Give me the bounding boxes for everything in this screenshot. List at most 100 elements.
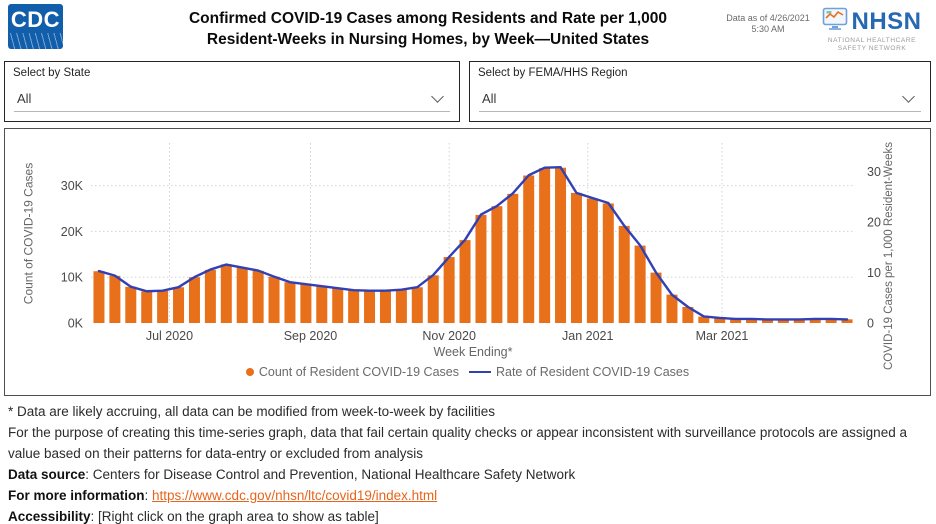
case-count-bar[interactable] [523, 175, 535, 323]
legend-item-count[interactable]: Count of Resident COVID-19 Cases [245, 365, 459, 379]
more-info-label: For more information [8, 488, 145, 503]
nhsn-logo[interactable]: NHSN NATIONAL HEALTHCARE SAFETY NETWORK [814, 7, 930, 53]
case-count-bar[interactable] [268, 276, 280, 323]
case-count-bar[interactable] [555, 167, 567, 323]
x-axis-tick-label: Sep 2020 [284, 329, 338, 343]
more-info-separator: : [144, 488, 153, 503]
x-axis-tick-label: Mar 2021 [696, 329, 749, 343]
case-count-bar[interactable] [411, 287, 423, 323]
region-filter-label: Select by FEMA/HHS Region [478, 67, 628, 79]
case-count-bar[interactable] [364, 290, 376, 323]
right-axis-tick-label: 10 [867, 266, 881, 280]
nhsn-subtext-line1: NATIONAL HEALTHCARE [827, 37, 917, 44]
page-title-line2: Resident-Weeks in Nursing Homes, by Week… [206, 31, 650, 48]
case-count-bar[interactable] [730, 318, 742, 323]
page-title: Confirmed COVID-19 Cases among Residents… [120, 8, 736, 50]
data-as-of: Data as of 4/26/2021 5:30 AM [722, 13, 814, 35]
case-count-bar[interactable] [188, 277, 200, 323]
case-count-bar[interactable] [698, 316, 710, 323]
case-count-bar[interactable] [443, 257, 455, 323]
case-count-bar[interactable] [316, 286, 328, 323]
case-count-bar[interactable] [109, 275, 121, 323]
case-count-bar[interactable] [777, 319, 789, 323]
legend-label-count: Count of Resident COVID-19 Cases [258, 365, 459, 379]
case-count-bar[interactable] [650, 272, 662, 323]
legend-item-rate[interactable]: Rate of Resident COVID-19 Cases [468, 365, 690, 379]
page-title-line1: Confirmed COVID-19 Cases among Residents… [188, 10, 668, 27]
cdc-logo[interactable]: CDC [8, 4, 63, 49]
covid-combo-chart-panel[interactable]: 0K 10K 20K 30K 0 10 20 30 Jul 2020 Sep 2020 Nov 20… [4, 128, 931, 396]
case-count-bar[interactable] [491, 206, 503, 323]
chevron-down-icon[interactable] [431, 90, 444, 103]
rate-line[interactable] [97, 166, 849, 321]
x-axis-tick-label: Jan 2021 [562, 329, 613, 343]
right-axis-tick-label: 0 [867, 317, 874, 331]
case-count-bar[interactable] [793, 319, 805, 323]
x-axis-title: Week Ending* [433, 345, 513, 359]
nhsn-subtext: NATIONAL HEALTHCARE SAFETY NETWORK [814, 37, 930, 53]
data-as-of-date: Data as of 4/26/2021 [726, 13, 810, 23]
nhsn-monitor-icon [822, 7, 848, 36]
data-source-label: Data source [8, 467, 86, 482]
state-filter-panel: Select by State All [4, 61, 460, 122]
case-count-bar[interactable] [300, 284, 312, 323]
left-axis-tick-label: 0K [68, 317, 84, 331]
case-count-bar[interactable] [236, 267, 248, 323]
more-info-note: For more information: https://www.cdc.go… [8, 485, 924, 506]
chevron-down-icon[interactable] [902, 90, 915, 103]
case-count-bar[interactable] [570, 192, 582, 323]
case-count-bar[interactable] [379, 290, 391, 323]
rate-series-swatch-icon [468, 371, 491, 373]
accessibility-label: Accessibility [8, 509, 91, 524]
case-count-bar[interactable] [220, 264, 232, 323]
right-axis-title: COVID-19 Cases per 1,000 Resident-Weeks [883, 142, 895, 370]
case-count-bar[interactable] [586, 198, 598, 323]
right-axis-tick-label: 20 [867, 216, 881, 230]
case-count-bar[interactable] [173, 287, 185, 323]
case-count-bar[interactable] [809, 318, 821, 323]
region-filter-value: All [482, 91, 497, 106]
case-count-bar[interactable] [427, 275, 439, 323]
accrual-note: * Data are likely accruing, all data can… [8, 404, 495, 419]
case-count-bar[interactable] [682, 306, 694, 323]
case-count-bar[interactable] [348, 290, 360, 323]
covid-combo-chart[interactable]: 0K 10K 20K 30K 0 10 20 30 Jul 2020 Sep 2020 Nov 20… [5, 129, 930, 395]
case-count-bar[interactable] [539, 168, 551, 323]
legend-label-rate: Rate of Resident COVID-19 Cases [495, 365, 690, 379]
case-count-bar[interactable] [459, 240, 471, 323]
case-count-bar[interactable] [761, 319, 773, 323]
case-count-bar[interactable] [618, 225, 630, 323]
case-count-bar[interactable] [825, 318, 837, 323]
nhsn-wordmark: NHSN [851, 7, 922, 35]
left-axis-tick-label: 20K [61, 225, 84, 239]
case-count-bar[interactable] [395, 289, 407, 323]
case-count-bar[interactable] [666, 294, 678, 323]
case-count-bar[interactable] [475, 214, 487, 323]
case-count-bar[interactable] [841, 319, 853, 323]
cdc-logo-text: CDC [10, 7, 61, 32]
nhsn-subtext-line2: SAFETY NETWORK [837, 45, 907, 52]
case-count-bar[interactable] [93, 271, 105, 323]
case-count-bar[interactable] [602, 203, 614, 323]
case-count-bar[interactable] [204, 269, 216, 323]
data-source-text: : Centers for Disease Control and Preven… [85, 467, 576, 482]
more-info-link[interactable]: https://www.cdc.gov/nhsn/ltc/covid19/ind… [152, 488, 438, 503]
case-count-bar[interactable] [284, 282, 296, 323]
quality-note: For the purpose of creating this time-se… [8, 425, 907, 461]
left-axis-tick-label: 30K [61, 179, 84, 193]
case-count-bar[interactable] [507, 193, 519, 323]
region-filter-dropdown[interactable]: All [479, 86, 921, 112]
case-count-bar[interactable] [252, 270, 264, 323]
data-as-of-time: 5:30 AM [751, 24, 785, 34]
cdc-logo-rays [8, 33, 63, 49]
case-count-bar[interactable] [141, 291, 153, 323]
case-count-bar[interactable] [332, 288, 344, 323]
case-count-bar[interactable] [125, 286, 137, 323]
case-count-bar[interactable] [714, 317, 726, 323]
case-count-bar[interactable] [746, 318, 758, 323]
case-count-bar[interactable] [634, 245, 646, 323]
case-count-bar[interactable] [157, 290, 169, 323]
footnotes: * Data are likely accruing, all data can… [8, 401, 924, 524]
state-filter-dropdown[interactable]: All [14, 86, 450, 112]
